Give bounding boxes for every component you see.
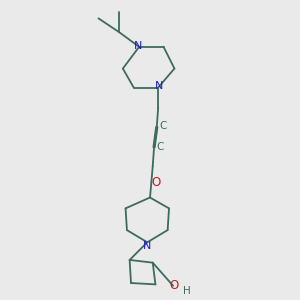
Text: C: C [159, 121, 166, 130]
Text: N: N [142, 241, 151, 250]
Text: O: O [152, 176, 161, 188]
Text: C: C [156, 142, 164, 152]
Text: N: N [134, 41, 142, 51]
Text: N: N [155, 81, 164, 91]
Text: H: H [183, 286, 190, 296]
Text: O: O [170, 279, 179, 292]
